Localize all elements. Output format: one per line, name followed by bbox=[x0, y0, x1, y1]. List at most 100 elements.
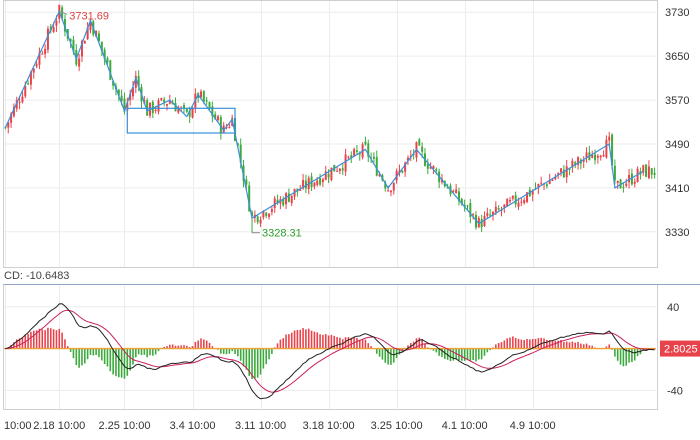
candle-body bbox=[248, 185, 251, 212]
candle-body bbox=[466, 205, 469, 207]
candle-body bbox=[647, 166, 650, 179]
candle-body bbox=[69, 39, 72, 42]
candle-body bbox=[429, 166, 432, 169]
candle-body bbox=[80, 41, 83, 57]
candle-body bbox=[134, 75, 137, 88]
candle-body bbox=[191, 108, 194, 118]
candle-body bbox=[245, 179, 248, 185]
candle-body bbox=[219, 117, 222, 134]
candle-body bbox=[154, 109, 157, 111]
candle-body bbox=[27, 83, 30, 85]
candle-body bbox=[494, 206, 497, 213]
candle-body bbox=[520, 201, 523, 203]
candle-body bbox=[228, 126, 231, 128]
candle-body bbox=[341, 168, 344, 171]
macd-y-tick-label: 40 bbox=[667, 302, 679, 314]
candle-body bbox=[200, 91, 203, 98]
candle-body bbox=[151, 101, 154, 114]
candle-body bbox=[344, 154, 347, 172]
price-y-tick-label: 3490 bbox=[665, 139, 689, 151]
candle-body bbox=[611, 134, 614, 166]
candle-body bbox=[489, 214, 492, 216]
candle-body bbox=[78, 58, 81, 67]
candle-body bbox=[137, 76, 140, 87]
candle-body bbox=[562, 169, 565, 178]
candle-body bbox=[285, 193, 288, 205]
candle-body bbox=[486, 212, 489, 216]
consolidation-box bbox=[126, 107, 236, 134]
candle-body bbox=[347, 156, 350, 158]
candle-body bbox=[364, 141, 367, 145]
candle-body bbox=[259, 219, 262, 224]
candle-body bbox=[222, 125, 225, 133]
axis-labels: 3730 3650 3570 3490 3410 3330 40 -40 2.8025 CD: -… bbox=[4, 7, 700, 432]
candle-body bbox=[89, 20, 92, 31]
candle-body bbox=[517, 202, 520, 207]
candle-body bbox=[183, 105, 186, 108]
candle-body bbox=[596, 155, 599, 158]
candle-body bbox=[185, 108, 188, 112]
candle-body bbox=[358, 153, 361, 155]
candle-body bbox=[208, 102, 211, 109]
candle-body bbox=[202, 91, 205, 102]
candle-body bbox=[270, 208, 273, 213]
candle-body bbox=[217, 116, 220, 120]
candle-body bbox=[24, 85, 27, 97]
candle-body bbox=[594, 154, 597, 161]
candle-body bbox=[653, 172, 656, 175]
candle-body bbox=[7, 122, 10, 128]
candle-body bbox=[526, 192, 529, 202]
candle-body bbox=[455, 189, 458, 194]
candle-body bbox=[585, 152, 588, 158]
candle-body bbox=[41, 53, 44, 55]
candle-body bbox=[350, 155, 353, 158]
candle-body bbox=[582, 159, 585, 162]
candle-body bbox=[236, 143, 239, 146]
high-price-label: 3731.69 bbox=[69, 10, 109, 22]
x-tick-label: 3.25 10:00 bbox=[371, 420, 423, 432]
candle-body bbox=[32, 68, 35, 73]
candle-body bbox=[353, 149, 356, 156]
candle-body bbox=[316, 180, 319, 185]
candle-body bbox=[302, 180, 305, 189]
candle-body bbox=[239, 144, 242, 163]
candle-body bbox=[540, 182, 543, 184]
candle-body bbox=[262, 210, 265, 218]
candle-body bbox=[545, 184, 548, 187]
price-y-tick-label: 3730 bbox=[665, 7, 689, 19]
candle-body bbox=[511, 195, 514, 199]
candle-body bbox=[378, 173, 381, 177]
candle-body bbox=[163, 99, 166, 104]
candle-body bbox=[480, 219, 483, 228]
candle-body bbox=[531, 191, 534, 195]
candle-body bbox=[435, 168, 438, 171]
x-tick-label: 3.18 10:00 bbox=[303, 420, 355, 432]
candle-body bbox=[336, 170, 339, 172]
candle-body bbox=[177, 107, 180, 113]
candle-body bbox=[86, 27, 89, 40]
candle-body bbox=[205, 100, 208, 102]
candle-body bbox=[503, 204, 506, 208]
zigzag-line bbox=[4, 9, 644, 225]
candle-body bbox=[523, 199, 526, 203]
price-y-tick-label: 3330 bbox=[665, 227, 689, 239]
candle-body bbox=[472, 214, 475, 216]
candle-body bbox=[372, 156, 375, 159]
price-y-tick-label: 3650 bbox=[665, 51, 689, 63]
candle-body bbox=[574, 162, 577, 166]
candle-body bbox=[117, 89, 120, 96]
candle-body bbox=[268, 213, 271, 217]
candle-body bbox=[29, 71, 32, 85]
candle-body bbox=[474, 214, 477, 228]
candle-body bbox=[625, 183, 628, 186]
candle-body bbox=[406, 157, 409, 161]
zigzag-layer bbox=[4, 9, 644, 225]
candle-body bbox=[63, 18, 66, 32]
candle-body bbox=[174, 103, 177, 112]
candle-body bbox=[565, 166, 568, 178]
candle-body bbox=[506, 198, 509, 207]
candle-body bbox=[509, 200, 512, 202]
candle-body bbox=[452, 190, 455, 193]
candle-body bbox=[367, 143, 370, 157]
